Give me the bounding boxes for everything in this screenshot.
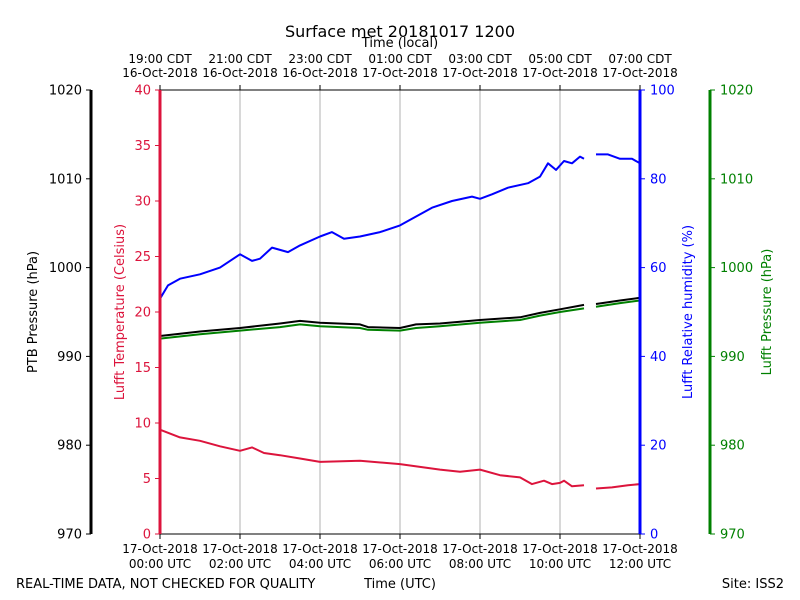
series-lufft-pressure-seg0 bbox=[159, 307, 585, 340]
series-lufft-temperature-seg0 bbox=[159, 428, 585, 488]
lufft-pressure-axis-title: Lufft Pressure (hPa) bbox=[760, 249, 775, 376]
humidity-axis-title: Lufft Relative humidity (%) bbox=[681, 225, 696, 399]
utc-tick-time-4: 04:00 UTC bbox=[289, 557, 351, 571]
ptb-pressure-tick-label-1020: 1020 bbox=[49, 84, 82, 99]
utc-tick-time-2: 02:00 UTC bbox=[209, 557, 271, 571]
lufft-pressure-tick-label-1000: 1000 bbox=[720, 261, 753, 276]
utc-tick-date-10: 17-Oct-2018 bbox=[522, 542, 598, 556]
bottom-axis-title: Time (UTC) bbox=[363, 577, 436, 592]
local-tick-date-12: 17-Oct-2018 bbox=[602, 66, 678, 80]
lufft-pressure-tick-label-1020: 1020 bbox=[720, 84, 753, 99]
ptb-pressure-tick-label-970: 970 bbox=[57, 528, 82, 543]
site-label: Site: ISS2 bbox=[722, 577, 784, 592]
tick-labels: 970 980 990 1000 1010 1020 0 5 10 15 20 25 30 35 40 0 20… bbox=[49, 52, 753, 571]
utc-tick-date-8: 17-Oct-2018 bbox=[442, 542, 518, 556]
utc-tick-time-12: 12:00 UTC bbox=[609, 557, 671, 571]
utc-tick-date-0: 17-Oct-2018 bbox=[122, 542, 198, 556]
temperature-tick-label-20: 20 bbox=[134, 306, 151, 321]
series-lufft-temperature-seg1 bbox=[595, 483, 641, 490]
temperature-tick-label-15: 15 bbox=[134, 361, 151, 376]
temperature-tick-label-25: 25 bbox=[134, 250, 151, 265]
humidity-tick-label-0: 0 bbox=[650, 528, 658, 543]
local-tick-time-0: 19:00 CDT bbox=[128, 52, 192, 66]
utc-tick-time-0: 00:00 UTC bbox=[129, 557, 191, 571]
local-tick-date-6: 17-Oct-2018 bbox=[362, 66, 438, 80]
ptb-pressure-axis-title: PTB Pressure (hPa) bbox=[26, 251, 41, 373]
utc-tick-date-2: 17-Oct-2018 bbox=[202, 542, 278, 556]
top-axis-title: Time (local) bbox=[361, 36, 438, 51]
utc-tick-date-12: 17-Oct-2018 bbox=[602, 542, 678, 556]
utc-tick-date-6: 17-Oct-2018 bbox=[362, 542, 438, 556]
ptb-pressure-tick-label-1010: 1010 bbox=[49, 172, 82, 187]
temperature-tick-label-10: 10 bbox=[134, 417, 151, 432]
humidity-tick-label-40: 40 bbox=[650, 350, 667, 365]
local-tick-date-2: 16-Oct-2018 bbox=[202, 66, 278, 80]
temperature-axis-title: Lufft Temperature (Celsius) bbox=[113, 224, 128, 400]
local-tick-time-8: 03:00 CDT bbox=[448, 52, 512, 66]
local-tick-date-10: 17-Oct-2018 bbox=[522, 66, 598, 80]
quality-warning: REAL-TIME DATA, NOT CHECKED FOR QUALITY bbox=[16, 577, 315, 592]
local-tick-time-6: 01:00 CDT bbox=[368, 52, 432, 66]
series-lufft-relative-humidity-seg0 bbox=[159, 155, 585, 300]
series-ptb-pressure-seg0 bbox=[159, 303, 585, 337]
ptb-pressure-tick-label-990: 990 bbox=[57, 350, 82, 365]
series-lufft-pressure-seg1 bbox=[595, 299, 641, 308]
utc-tick-time-8: 08:00 UTC bbox=[449, 557, 511, 571]
lufft-pressure-tick-label-980: 980 bbox=[720, 439, 745, 454]
local-tick-time-4: 23:00 CDT bbox=[288, 52, 352, 66]
local-tick-date-8: 17-Oct-2018 bbox=[442, 66, 518, 80]
lufft-pressure-tick-label-990: 990 bbox=[720, 350, 745, 365]
temperature-tick-label-35: 35 bbox=[134, 139, 151, 154]
temperature-tick-label-5: 5 bbox=[143, 472, 151, 487]
local-tick-date-4: 16-Oct-2018 bbox=[282, 66, 358, 80]
ptb-pressure-tick-label-1000: 1000 bbox=[49, 261, 82, 276]
temperature-tick-label-40: 40 bbox=[134, 84, 151, 99]
humidity-tick-label-60: 60 bbox=[650, 261, 667, 276]
lufft-pressure-tick-label-970: 970 bbox=[720, 528, 745, 543]
series-ptb-pressure-seg1 bbox=[595, 296, 641, 305]
utc-tick-time-6: 06:00 UTC bbox=[369, 557, 431, 571]
utc-tick-date-4: 17-Oct-2018 bbox=[282, 542, 358, 556]
series-lufft-relative-humidity-seg1 bbox=[596, 153, 641, 165]
ptb-pressure-tick-label-980: 980 bbox=[57, 439, 82, 454]
local-tick-time-10: 05:00 CDT bbox=[528, 52, 592, 66]
axes bbox=[86, 85, 715, 539]
temperature-tick-label-0: 0 bbox=[143, 528, 151, 543]
lufft-pressure-tick-label-1010: 1010 bbox=[720, 172, 753, 187]
temperature-tick-label-30: 30 bbox=[134, 195, 151, 210]
chart-title: Surface met 20181017 1200 bbox=[285, 22, 515, 41]
humidity-tick-label-100: 100 bbox=[650, 84, 675, 99]
humidity-tick-label-20: 20 bbox=[650, 439, 667, 454]
local-tick-time-2: 21:00 CDT bbox=[208, 52, 272, 66]
local-tick-time-12: 07:00 CDT bbox=[608, 52, 672, 66]
data-series bbox=[159, 153, 641, 490]
utc-tick-time-10: 10:00 UTC bbox=[529, 557, 591, 571]
humidity-tick-label-80: 80 bbox=[650, 172, 667, 187]
local-tick-date-0: 16-Oct-2018 bbox=[122, 66, 198, 80]
